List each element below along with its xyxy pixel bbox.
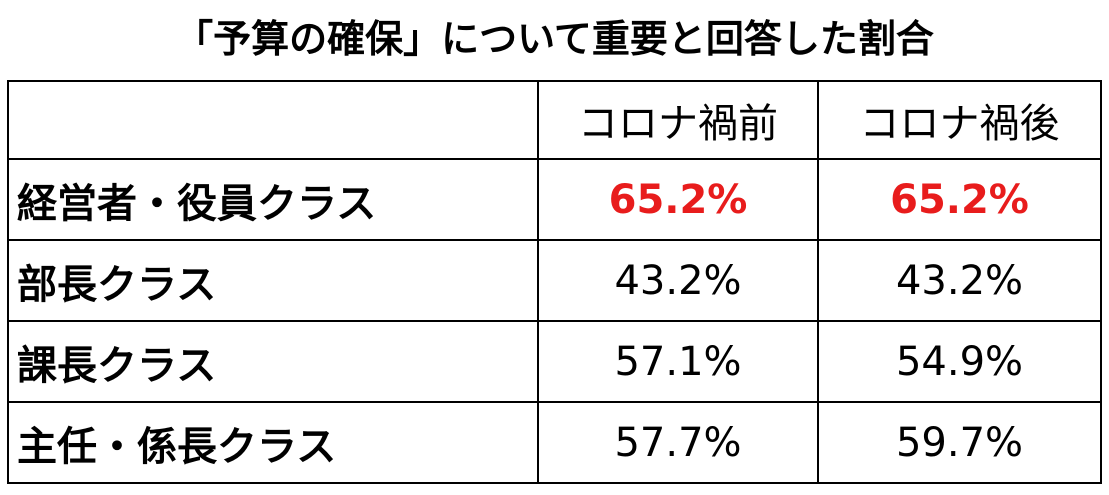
table-row: 主任・係長クラス 57.7% 59.7% [7, 401, 1102, 484]
header-cell-after: コロナ禍後 [817, 80, 1102, 160]
value-cell-after: 65.2% [817, 158, 1102, 241]
value-cell-after: 54.9% [817, 320, 1102, 403]
value-cell-before: 57.7% [537, 401, 819, 484]
chart-title: 「予算の確保」について重要と回答した割合 [175, 17, 934, 61]
table-row: 部長クラス 43.2% 43.2% [7, 239, 1102, 322]
data-table: コロナ禍前 コロナ禍後 経営者・役員クラス 65.2% 65.2% 部長クラス … [7, 80, 1102, 484]
value-cell-before: 43.2% [537, 239, 819, 322]
row-label: 経営者・役員クラス [7, 158, 539, 241]
value-cell-before: 57.1% [537, 320, 819, 403]
value-cell-after: 43.2% [817, 239, 1102, 322]
row-label: 主任・係長クラス [7, 401, 539, 484]
header-cell-before: コロナ禍前 [537, 80, 819, 160]
value-cell-before: 65.2% [537, 158, 819, 241]
table-row: 経営者・役員クラス 65.2% 65.2% [7, 158, 1102, 241]
table-header-row: コロナ禍前 コロナ禍後 [7, 80, 1102, 160]
header-cell-empty [7, 80, 539, 160]
table-row: 課長クラス 57.1% 54.9% [7, 320, 1102, 403]
row-label: 部長クラス [7, 239, 539, 322]
value-cell-after: 59.7% [817, 401, 1102, 484]
row-label: 課長クラス [7, 320, 539, 403]
